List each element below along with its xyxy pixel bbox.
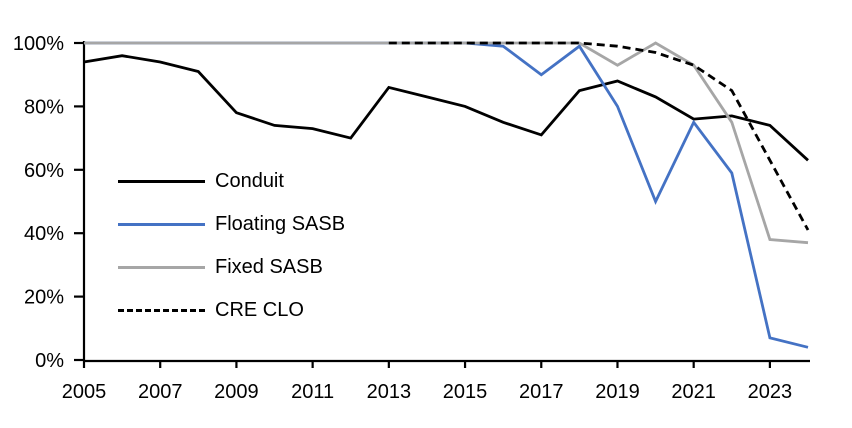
series-line-cre-clo: [388, 41, 810, 231]
x-tick-label: 2015: [443, 381, 488, 403]
x-tick-label: 2019: [595, 381, 640, 403]
y-tick-label: 80%: [24, 96, 64, 118]
fixed-sasb-line-swatch: [118, 266, 205, 269]
legend-item-floating-sasb: Floating SASB: [118, 210, 345, 239]
x-tick-label: 2023: [748, 381, 793, 403]
legend: Conduit Floating SASB Fixed SASB CRE CLO: [118, 167, 345, 325]
x-tick-label: 2009: [214, 381, 259, 403]
legend-item-conduit: Conduit: [118, 167, 345, 196]
conduit-line-swatch: [118, 180, 205, 183]
x-tick-label: 2021: [671, 381, 716, 403]
legend-label-conduit: Conduit: [215, 170, 284, 192]
legend-label-floating-sasb: Floating SASB: [215, 213, 346, 235]
y-tick-label: 40%: [24, 223, 64, 245]
cre-clo-line-swatch: [118, 309, 205, 312]
x-tick-label: 2013: [367, 381, 412, 403]
y-tick-label: 100%: [13, 33, 64, 55]
y-tick-label: 20%: [24, 287, 64, 309]
x-tick-label: 2011: [291, 381, 334, 403]
x-tick-label: 2007: [138, 381, 183, 403]
legend-label-fixed-sasb: Fixed SASB: [215, 256, 323, 278]
y-tick-label: 60%: [24, 160, 64, 182]
y-tick-label: 0%: [35, 350, 64, 372]
series-line-conduit: [83, 54, 809, 162]
floating-sasb-line-swatch: [118, 223, 205, 226]
legend-item-cre-clo: CRE CLO: [118, 296, 345, 325]
legend-item-fixed-sasb: Fixed SASB: [118, 253, 345, 282]
legend-label-cre-clo: CRE CLO: [215, 299, 304, 321]
x-tick-label: 2005: [62, 381, 107, 403]
x-tick-label: 2017: [519, 381, 564, 403]
